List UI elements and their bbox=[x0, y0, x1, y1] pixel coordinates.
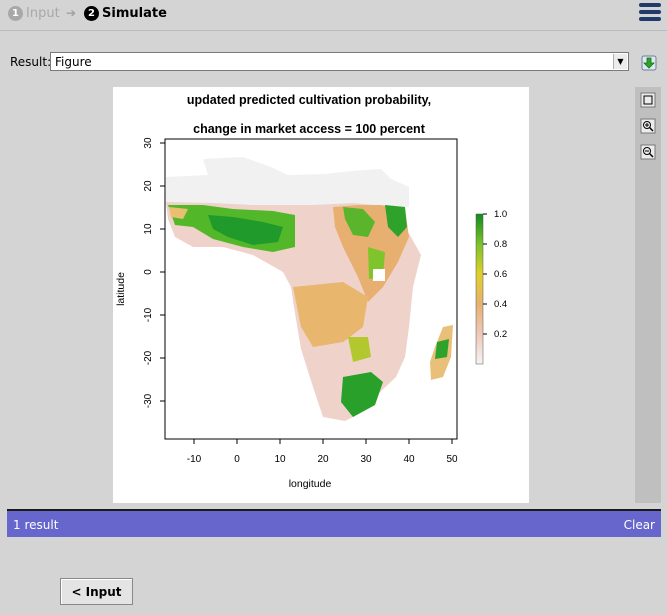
back-to-input-button[interactable]: < Input bbox=[60, 578, 133, 605]
legend-tick-label: 0.6 bbox=[494, 269, 507, 280]
step-label: Simulate bbox=[102, 6, 167, 21]
x-tick-label: -10 bbox=[187, 454, 202, 465]
result-select-value: Figure bbox=[55, 55, 92, 69]
y-tick-label: 10 bbox=[143, 223, 154, 235]
step-number: 1 bbox=[8, 6, 23, 21]
legend-tick-label: 0.2 bbox=[494, 329, 507, 340]
legend-tick-label: 1.0 bbox=[494, 209, 507, 220]
step-number: 2 bbox=[84, 6, 99, 21]
y-tick-label: 20 bbox=[143, 180, 154, 192]
africa-map bbox=[166, 157, 453, 421]
result-label: Result: bbox=[10, 55, 52, 69]
y-tick-label: -30 bbox=[143, 393, 154, 408]
x-tick-label: 0 bbox=[234, 454, 240, 465]
x-axis-label: longitude bbox=[289, 478, 332, 490]
divider bbox=[0, 30, 667, 31]
zoom-out-icon[interactable] bbox=[640, 144, 656, 160]
x-axis bbox=[193, 439, 453, 444]
result-select[interactable]: Figure ▼ bbox=[50, 52, 629, 71]
hamburger-menu-icon[interactable] bbox=[639, 3, 661, 25]
legend-tick-label: 0.4 bbox=[494, 299, 507, 310]
figure-title-line1: updated predicted cultivation probabilit… bbox=[187, 93, 431, 107]
x-tick-label: 40 bbox=[403, 454, 415, 465]
y-tick-label: 30 bbox=[143, 137, 154, 149]
x-tick-label: 20 bbox=[317, 454, 329, 465]
y-tick-label: 0 bbox=[143, 269, 154, 275]
figure-toolbar bbox=[635, 87, 661, 503]
results-count: 1 result bbox=[13, 518, 59, 532]
x-tick-label: 50 bbox=[446, 454, 458, 465]
legend-ticks bbox=[483, 213, 487, 335]
y-axis-label: latitude bbox=[115, 272, 127, 306]
x-tick-label: 30 bbox=[360, 454, 372, 465]
x-tick-label: 10 bbox=[274, 454, 286, 465]
results-bar: 1 result Clear bbox=[7, 509, 661, 537]
step-arrow-icon: ➔ bbox=[66, 6, 77, 20]
step-simulate[interactable]: 2 Simulate bbox=[84, 6, 167, 21]
zoom-in-icon[interactable] bbox=[640, 118, 656, 134]
y-tick-label: -10 bbox=[143, 307, 154, 322]
color-legend-bar bbox=[475, 213, 484, 365]
clear-results-button[interactable]: Clear bbox=[623, 518, 655, 532]
figure-title-line2: change in market access = 100 percent bbox=[193, 122, 426, 136]
y-tick-label: -20 bbox=[143, 350, 154, 365]
plot-frame bbox=[164, 138, 458, 440]
step-input[interactable]: 1 Input bbox=[8, 6, 60, 21]
step-bar: 1 Input ➔ 2 Simulate bbox=[0, 0, 667, 30]
step-label: Input bbox=[26, 6, 60, 21]
download-icon[interactable] bbox=[641, 55, 657, 71]
legend-tick-label: 0.8 bbox=[494, 239, 507, 250]
figure-plot: updated predicted cultivation probabilit… bbox=[113, 87, 529, 503]
chevron-down-icon[interactable]: ▼ bbox=[613, 54, 627, 69]
fit-view-icon[interactable] bbox=[640, 92, 656, 108]
y-axis bbox=[160, 142, 165, 402]
